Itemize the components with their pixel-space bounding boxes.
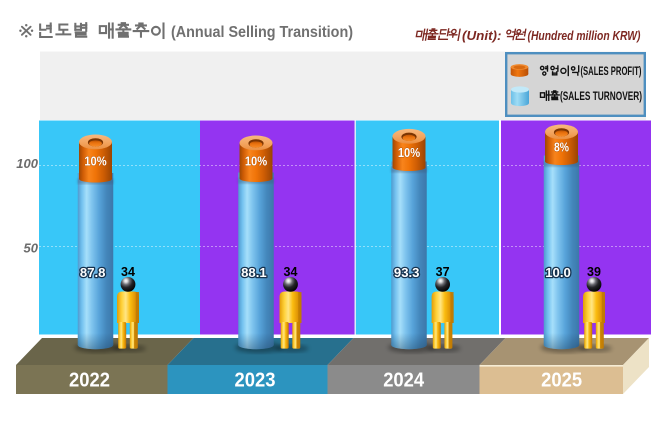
svg-text:(SALES TURNOVER): (SALES TURNOVER) (560, 89, 642, 103)
svg-text:34: 34 (284, 265, 298, 279)
svg-text:8%: 8% (554, 140, 569, 155)
svg-text:100: 100 (16, 156, 38, 171)
svg-text:88.1: 88.1 (241, 265, 267, 280)
svg-text:10%: 10% (245, 154, 268, 169)
svg-text:50: 50 (24, 241, 39, 256)
svg-text:(Hundred million KRW): (Hundred million KRW) (528, 28, 641, 43)
svg-text:2024: 2024 (383, 370, 425, 392)
svg-text:10.0: 10.0 (545, 265, 571, 280)
svg-text:(SALES PROFIT): (SALES PROFIT) (581, 64, 642, 78)
svg-text:39: 39 (587, 265, 601, 279)
svg-text:(Annual Selling Transition): (Annual Selling Transition) (171, 24, 353, 41)
svg-text:87.8: 87.8 (80, 265, 106, 280)
svg-text:2025: 2025 (541, 370, 582, 392)
svg-text:2023: 2023 (235, 370, 276, 392)
svg-text:93.3: 93.3 (394, 265, 420, 280)
svg-text:2022: 2022 (69, 370, 110, 392)
svg-text:(Unit):: (Unit): (462, 28, 502, 43)
svg-text:10%: 10% (398, 145, 421, 160)
svg-text:10%: 10% (84, 153, 107, 168)
svg-text:34: 34 (121, 265, 135, 279)
svg-text:37: 37 (436, 265, 450, 279)
